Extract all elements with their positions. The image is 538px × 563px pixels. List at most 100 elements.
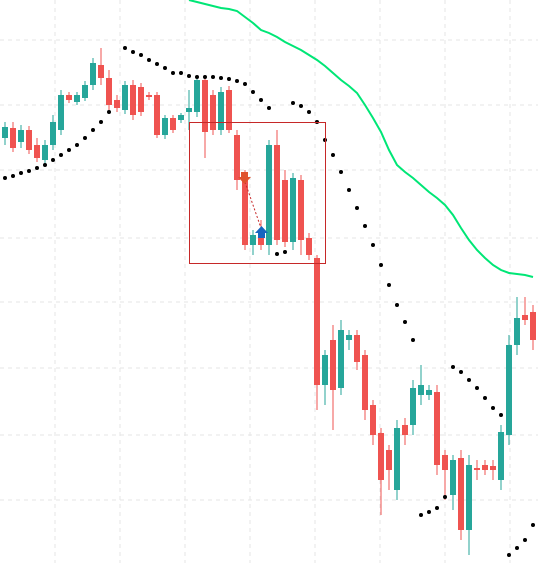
candle-body	[50, 122, 56, 145]
candle-body	[490, 466, 496, 470]
candle-body	[282, 180, 288, 242]
sar-dot	[387, 283, 391, 287]
candle-body	[130, 85, 136, 115]
sar-dot	[123, 46, 127, 50]
sar-dot	[507, 553, 511, 557]
candle-body	[362, 355, 368, 410]
candle-body	[186, 108, 192, 112]
sar-dot	[67, 148, 71, 152]
candle-body	[482, 465, 488, 470]
sar-dot	[347, 188, 351, 192]
candle-body	[370, 405, 376, 435]
sar-dot	[243, 82, 247, 86]
sar-dot	[283, 250, 287, 254]
sar-dot	[227, 77, 231, 81]
candle-body	[434, 392, 440, 465]
candle-body	[82, 85, 88, 98]
sar-dot	[427, 510, 431, 514]
moving-average	[188, 0, 534, 278]
candle-body	[274, 145, 280, 240]
sar-dot	[91, 128, 95, 132]
candle-body	[170, 118, 176, 130]
candle-body	[354, 335, 360, 362]
candle-body	[514, 318, 520, 345]
candle-body	[146, 95, 152, 97]
candle-body	[66, 95, 72, 100]
candle-body	[442, 455, 448, 470]
candle-body	[378, 433, 384, 480]
sar-dot	[499, 413, 503, 417]
sar-dot	[291, 101, 295, 105]
sar-dot	[139, 53, 143, 57]
candle-body	[194, 80, 200, 112]
candle-body	[138, 87, 144, 112]
candle-body	[522, 315, 528, 320]
sar-dot	[187, 74, 191, 78]
candle-body	[2, 127, 8, 138]
candle-body	[114, 100, 120, 108]
sar-dot	[147, 58, 151, 62]
sar-dot	[275, 252, 279, 256]
sar-dot	[483, 396, 487, 400]
sar-dot	[523, 538, 527, 542]
candle-body	[306, 238, 312, 255]
sar-dot	[19, 171, 23, 175]
sar-dot	[75, 143, 79, 147]
sar-dot	[251, 90, 255, 94]
sar-dot	[411, 338, 415, 342]
candle-body	[34, 145, 40, 158]
candle-body	[266, 145, 272, 245]
candle-body	[458, 458, 464, 530]
candle-body	[154, 95, 160, 135]
candle-body	[298, 180, 304, 240]
candle-body	[338, 330, 344, 388]
sar-dot	[379, 263, 383, 267]
sar-dot	[179, 71, 183, 75]
candle-body	[330, 340, 336, 390]
candle-body	[122, 85, 128, 110]
candle-body	[162, 118, 168, 135]
candle-body	[258, 235, 264, 245]
candle-body	[474, 468, 480, 470]
candle-body	[506, 345, 512, 435]
candle-body	[314, 258, 320, 385]
candle-body	[386, 450, 392, 470]
sar-dot	[459, 370, 463, 374]
candle-body	[42, 145, 48, 160]
sar-dot	[59, 153, 63, 157]
sar-dot	[435, 506, 439, 510]
sar-dot	[171, 71, 175, 75]
sar-dot	[3, 176, 7, 180]
sar-dot	[211, 75, 215, 79]
candle-body	[402, 425, 408, 435]
candle-body	[106, 78, 112, 105]
sar-dot	[531, 523, 535, 527]
sar-dot	[155, 62, 159, 66]
sar-dot	[131, 50, 135, 54]
sar-dot	[419, 513, 423, 517]
sar-dot	[43, 163, 47, 167]
sar-dot	[259, 98, 263, 102]
sar-dot	[403, 320, 407, 324]
sar-dot	[467, 378, 471, 382]
sar-dot	[99, 120, 103, 124]
sar-dot	[219, 76, 223, 80]
sar-dot	[195, 75, 199, 79]
buy-arrow	[255, 226, 268, 238]
sar-dot	[203, 75, 207, 79]
sar-dot	[339, 170, 343, 174]
sar-dot	[443, 495, 447, 499]
sar-dot	[51, 158, 55, 162]
candle-body	[450, 460, 456, 495]
candle-body	[26, 130, 32, 150]
sar-dot	[491, 406, 495, 410]
sar-dot	[163, 66, 167, 70]
candle-body	[290, 178, 296, 242]
sar-dot	[307, 110, 311, 114]
candle-body	[218, 92, 224, 130]
sar-dot	[363, 224, 367, 228]
sar-dot	[371, 243, 375, 247]
sar-dot	[27, 169, 31, 173]
candle-body	[178, 115, 184, 120]
